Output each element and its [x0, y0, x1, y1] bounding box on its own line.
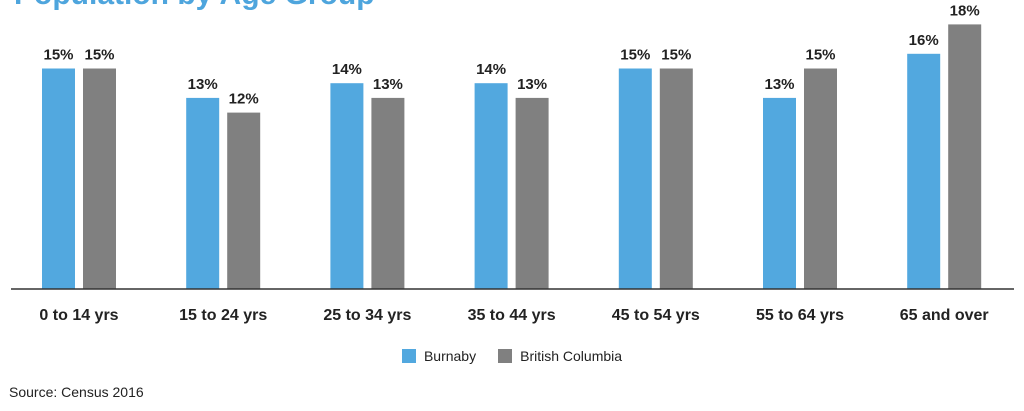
bar-burnaby-35-to-44-yrs: [474, 83, 508, 289]
category-label-25-to-34-yrs: 25 to 34 yrs: [323, 307, 411, 324]
data-label-burnaby-25-to-34-yrs: 14%: [332, 61, 362, 78]
legend-label-burnaby: Burnaby: [423, 348, 477, 364]
data-label-british-columbia-55-to-64-yrs: 15%: [805, 47, 835, 64]
bar-burnaby-15-to-24-yrs: [186, 97, 220, 290]
bar-british-columbia-25-to-34-yrs: [371, 97, 405, 290]
category-label-35-to-44-yrs: 35 to 44 yrs: [468, 307, 556, 324]
data-label-british-columbia-35-to-44-yrs: 13%: [517, 76, 547, 93]
bar-british-columbia-65-and-over: [948, 24, 982, 290]
data-label-british-columbia-25-to-34-yrs: 13%: [373, 76, 403, 93]
chart-title: Population by Age Group: [14, 0, 375, 12]
category-label-45-to-54-yrs: 45 to 54 yrs: [612, 307, 700, 324]
bar-british-columbia-0-to-14-yrs: [83, 68, 116, 289]
data-label-british-columbia-0-to-14-yrs: 15%: [84, 47, 114, 64]
data-label-british-columbia-15-to-24-yrs: 12%: [229, 91, 259, 108]
legend-label-british-columbia: British Columbia: [520, 348, 623, 364]
data-label-burnaby-15-to-24-yrs: 13%: [188, 76, 218, 93]
legend-item-british-columbia: British Columbia: [498, 348, 622, 364]
category-label-65-and-over: 65 and over: [900, 307, 989, 324]
category-label-0-to-14-yrs: 0 to 14 yrs: [39, 307, 118, 324]
data-label-british-columbia-65-and-over: 18%: [950, 2, 980, 19]
bar-burnaby-55-to-64-yrs: [763, 97, 796, 290]
bar-burnaby-45-to-54-yrs: [618, 68, 652, 289]
data-label-burnaby-45-to-54-yrs: 15%: [620, 47, 650, 64]
category-label-15-to-24-yrs: 15 to 24 yrs: [179, 307, 267, 324]
source-note: Source: Census 2016: [9, 384, 144, 400]
bar-chart: 15% 15% 13% 12% 14% 13% 14% 13% 15% 15% 13% 15% 16% 1…: [11, 2, 1014, 324]
category-labels: 0 to 14 yrs 15 to 24 yrs 25 to 34 yrs 35 to…: [39, 307, 988, 324]
legend-swatch-burnaby: [401, 349, 416, 363]
data-label-british-columbia-45-to-54-yrs: 15%: [661, 47, 691, 64]
bar-burnaby-65-and-over: [907, 53, 941, 289]
bars-group: 15% 15% 13% 12% 14% 13% 14% 13% 15% 15% 13% 15% 16% 1…: [42, 2, 982, 290]
data-label-burnaby-55-to-64-yrs: 13%: [764, 76, 794, 93]
data-label-burnaby-0-to-14-yrs: 15%: [43, 47, 73, 64]
legend: Burnaby British Columbia: [0, 348, 1024, 364]
bar-burnaby-0-to-14-yrs: [42, 68, 75, 289]
category-label-55-to-64-yrs: 55 to 64 yrs: [756, 307, 844, 324]
bar-british-columbia-45-to-54-yrs: [659, 68, 693, 289]
data-label-burnaby-35-to-44-yrs: 14%: [476, 61, 506, 78]
legend-swatch-british-columbia: [498, 349, 513, 363]
bar-british-columbia-35-to-44-yrs: [515, 97, 549, 290]
legend-item-burnaby: Burnaby: [401, 348, 477, 364]
bar-british-columbia-55-to-64-yrs: [804, 68, 837, 289]
bar-british-columbia-15-to-24-yrs: [227, 112, 261, 289]
bar-burnaby-25-to-34-yrs: [330, 83, 364, 289]
data-label-burnaby-65-and-over: 16%: [909, 32, 939, 49]
